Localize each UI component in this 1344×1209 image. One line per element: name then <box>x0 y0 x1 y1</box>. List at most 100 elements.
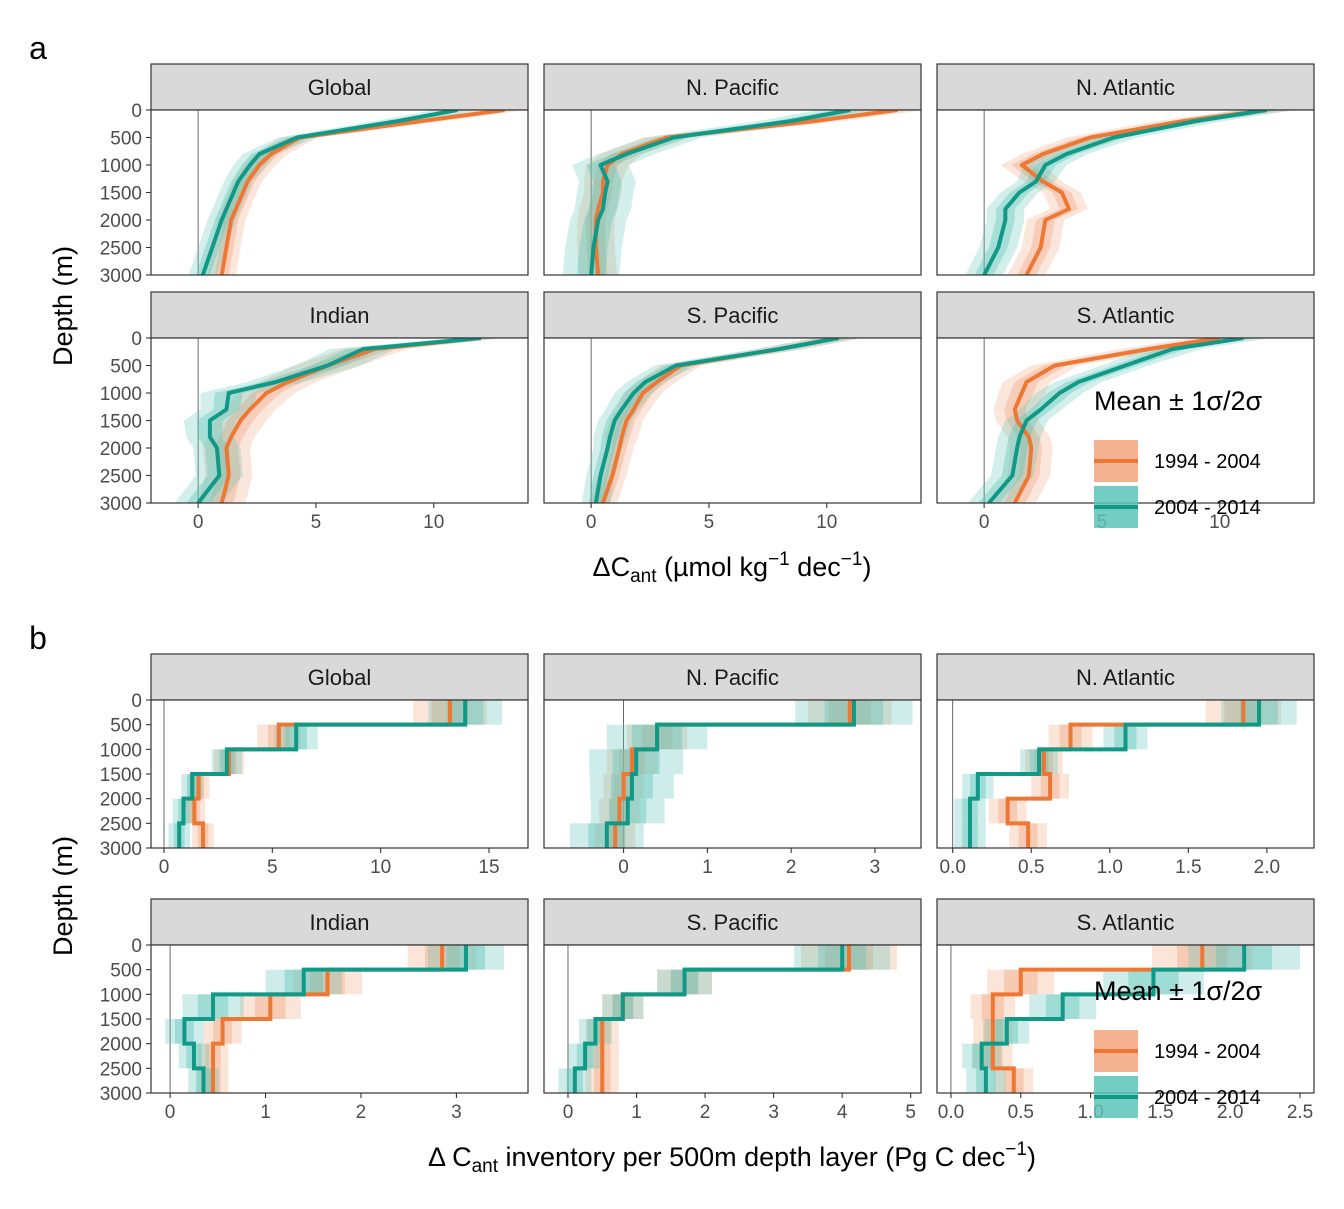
panel-a-n-pacific-band-2sd-1994-2004 <box>576 110 921 275</box>
panel-a-n-atlantic-frame <box>936 109 1315 276</box>
panel-b-s-pacific-x-tick-label: 4 <box>837 1102 848 1123</box>
panel-a-n-atlantic-band-2sd-2004-2014 <box>965 110 1296 275</box>
panel-a-s-atlantic-line-2004-2014 <box>987 338 1244 503</box>
panel-a-s-atlantic-band-2sd-1994-2004 <box>993 338 1249 503</box>
panel-a-s-pacific-strip-label: S. Pacific <box>687 303 779 328</box>
panel-a-s-atlantic-band-1sd-1994-2004 <box>1004 338 1234 503</box>
panel-a-global-y-tick-label: 3000 <box>100 266 142 287</box>
panel-b-indian-x-tick-label: 0 <box>165 1102 176 1123</box>
panel-b-global-strip-label: Global <box>308 665 372 690</box>
legend-label-1994-2004: 1994 - 2004 <box>1154 1041 1261 1063</box>
panel-b-n-atlantic-x-tick-label: 1.5 <box>1175 857 1201 878</box>
panel-b-global-x-tick-label: 10 <box>370 857 391 878</box>
panel-a-indian-band-1sd-2004-2014 <box>186 338 493 503</box>
panel-b-indian-y-tick-label: 500 <box>110 961 142 982</box>
legend-label-1994-2004: 1994 - 2004 <box>1154 451 1261 473</box>
panel-b-global-y-tick-label: 3000 <box>100 839 142 860</box>
panel-b-s-pacific-strip-label: S. Pacific <box>687 910 779 935</box>
panel-b-n-pacific-strip <box>543 653 922 701</box>
panel-b-indian-strip-label: Indian <box>310 910 370 935</box>
panel-b-s-atlantic-strip <box>936 898 1315 946</box>
panel-a-n-atlantic-line-1994-2004 <box>1019 110 1268 275</box>
panel-a-n-pacific-facet: N. Pacific <box>543 63 922 276</box>
panel-b-n-pacific-frame <box>543 699 922 849</box>
panel-a-indian-y-tick-label: 1500 <box>100 412 142 433</box>
panel-b-indian-y-tick-label: 3000 <box>100 1084 142 1105</box>
panel-a-n-atlantic-band-1sd-1994-2004 <box>1011 110 1282 275</box>
panel-b-s-pacific-line-2004-2014 <box>572 945 845 1093</box>
panel-b-s-pacific-x-tick-label: 1 <box>631 1102 642 1123</box>
panel-b-tag: b <box>29 620 47 656</box>
panel-a-global-facet: Global 0 500 1000 1500 2000 2500 3000 <box>100 63 529 287</box>
panel-a-s-pacific-frame <box>543 337 922 504</box>
panel-a-global-y-tick-label: 1500 <box>100 184 142 205</box>
panel-a-indian-frame <box>150 337 529 504</box>
panel-a-global-y-tick-label: 1000 <box>100 156 142 177</box>
panel-a-n-pacific-strip <box>543 63 922 111</box>
panel-b-s-pacific-strip <box>543 898 922 946</box>
panel-a-indian-y-tick-label: 1000 <box>100 384 142 405</box>
panel-b-indian-y-tick-label: 2500 <box>100 1059 142 1080</box>
panel-b-x-axis-title: Δ Cant inventory per 500m depth layer (P… <box>428 1139 1036 1177</box>
legend-label-2004-2014: 2004 - 2014 <box>1154 1087 1261 1109</box>
panel-b-s-atlantic-line-2004-2014 <box>979 945 1247 1093</box>
panel-a-legend: Mean ± 1σ/2σ 1994 - 2004 2004 - 2014 <box>1094 386 1263 528</box>
panel-b-n-pacific-line-2004-2014 <box>604 700 856 848</box>
panel-b-s-pacific-facet: S. Pacific 0 1 2 3 4 5 <box>543 898 922 1123</box>
panel-b-n-pacific-x-tick-label: 1 <box>702 857 713 878</box>
panel-a-indian-plot-area <box>151 338 528 503</box>
panel-b-s-pacific-frame <box>543 944 922 1094</box>
panel-b-n-atlantic-x-tick-label: 0.0 <box>939 857 965 878</box>
panel-b-indian-y-tick-label: 2000 <box>100 1035 142 1056</box>
panel-b-legend: Mean ± 1σ/2σ 1994 - 2004 2004 - 2014 <box>1094 976 1263 1118</box>
panel-a-s-atlantic-strip-label: S. Atlantic <box>1077 303 1175 328</box>
panel-a-s-pacific-x-tick-label: 5 <box>704 512 715 533</box>
panel-b-global-x-tick-label: 15 <box>478 857 499 878</box>
panel-a-indian-band-2sd-2004-2014 <box>174 338 505 503</box>
panel-a-global-strip <box>150 63 529 111</box>
panel-a-x-axis-title: ΔCant (µmol kg−1 dec−1) <box>593 549 872 587</box>
panel-a-global-y-tick-label: 500 <box>110 129 142 150</box>
panel-a-n-pacific-band-2sd-2004-2014 <box>562 110 884 275</box>
panel-a-global-frame <box>150 109 529 276</box>
panel-a-s-atlantic-line-1994-2004 <box>1012 338 1221 503</box>
panel-a-indian-facet: Indian 0 5 10 0 500 1000 1500 2000 2500 3000 <box>100 291 529 533</box>
panel-b-global-y-tick-label: 1500 <box>100 765 142 786</box>
panel-b-s-pacific-x-tick-label: 2 <box>700 1102 711 1123</box>
panel-b-indian-frame <box>150 944 529 1094</box>
panel-a-indian-strip-label: Indian <box>310 303 370 328</box>
panel-a-n-atlantic-facet: N. Atlantic <box>936 63 1315 276</box>
panel-a-global-band-2sd-1994-2004 <box>207 110 528 275</box>
panel-a-tag: a <box>29 30 47 66</box>
panel-b-s-atlantic-x-tick-label: 1.5 <box>1147 1102 1173 1123</box>
panel-b-global-y-tick-label: 2000 <box>100 790 142 811</box>
panel-b-indian-facet: Indian 0 1 2 3 0 500 1000 1500 2000 2500 3000 <box>100 898 529 1123</box>
panel-a-global-y-tick-label: 2500 <box>100 239 142 260</box>
panel-a-n-pacific-strip-label: N. Pacific <box>686 75 779 100</box>
panel-b-y-axis-title: Depth (m) <box>48 836 78 956</box>
panel-b-s-atlantic-strip-label: S. Atlantic <box>1077 910 1175 935</box>
panel-b-n-pacific-facet: N. Pacific 0 1 2 3 <box>543 653 922 878</box>
panel-b-n-pacific-x-tick-label: 2 <box>786 857 797 878</box>
panel-a-s-pacific-strip <box>543 291 922 339</box>
panel-b-global-facet: Global 0 5 10 15 0 500 1000 1500 2000 2500 3000 <box>100 653 529 878</box>
panel-a-s-pacific-plot-area <box>544 338 921 503</box>
panel-b-s-atlantic-x-tick-label: 0.0 <box>938 1102 964 1123</box>
panel-a-global-line-2004-2014 <box>200 110 458 275</box>
panel-a-n-atlantic-strip-label: N. Atlantic <box>1076 75 1175 100</box>
legend-title: Mean ± 1σ/2σ <box>1094 386 1263 416</box>
panel-a-n-pacific-frame <box>543 109 922 276</box>
panel-b-indian-strip <box>150 898 529 946</box>
panel-b-indian-x-tick-label: 3 <box>451 1102 462 1123</box>
panel-a-s-pacific-band-2sd-1994-2004 <box>588 338 863 503</box>
panel-a-s-pacific-x-tick-label: 10 <box>816 512 837 533</box>
panel-b-global-x-tick-label: 5 <box>267 857 278 878</box>
panel-b-global-frame <box>150 699 529 849</box>
panel-b-s-pacific-x-tick-label: 0 <box>563 1102 574 1123</box>
panel-a-indian-x-tick-label: 10 <box>423 512 444 533</box>
panel-a-s-pacific-facet: S. Pacific 0 5 10 <box>543 291 922 533</box>
panel-a-s-atlantic-x-tick-label: 0 <box>979 512 990 533</box>
panel-a-indian-y-tick-label: 2500 <box>100 467 142 488</box>
panel-b-n-atlantic-frame <box>936 699 1315 849</box>
